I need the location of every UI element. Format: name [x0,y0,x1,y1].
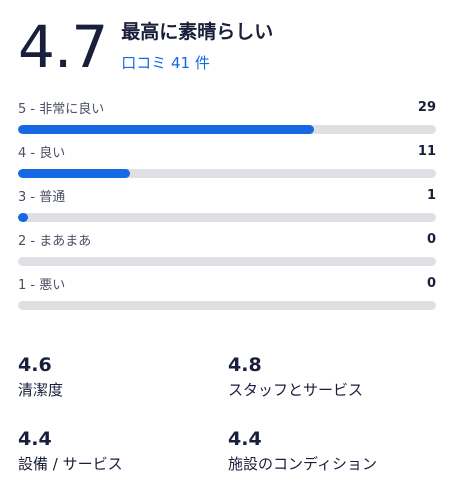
rating-row-label: 5 - 非常に良い [18,101,105,117]
rating-row-label: 3 - 普通 [18,189,66,205]
category-score-value: 4.4 [228,428,262,450]
rating-bar-track [18,257,436,266]
rating-row-2: 2 - まあまあ 0 [18,230,436,274]
rating-row-count: 0 [426,231,436,247]
rating-bar-fill [18,169,131,178]
rating-row-count: 1 [426,187,436,203]
category-score-label: 設備 / サービス [18,455,123,473]
category-score-value: 4.8 [228,354,262,376]
rating-row-label: 2 - まあまあ [18,233,92,249]
rating-bar-track [18,125,436,134]
category-score-amenities: 4.4 設備 / サービス [18,428,218,474]
category-score-cleanliness: 4.6 清潔度 [18,354,218,400]
rating-row-4: 4 - 良い 11 [18,142,436,186]
rating-row-3: 3 - 普通 1 [18,186,436,230]
overall-rating: 4.7 最高に素晴らしい 口コミ 41 件 [18,14,273,80]
rating-row-label: 1 - 悪い [18,277,66,293]
category-score-value: 4.6 [18,354,52,376]
category-score-label: スタッフとサービス [228,381,364,399]
reviews-count-link[interactable]: 口コミ 41 件 [121,54,210,72]
rating-row-1: 1 - 悪い 0 [18,274,436,318]
rating-bar-track [18,213,436,222]
rating-breakdown: 5 - 非常に良い 29 4 - 良い 11 3 - 普通 1 2 - まあまあ… [18,98,436,318]
overall-rating-text: 最高に素晴らしい 口コミ 41 件 [121,20,273,72]
rating-row-label: 4 - 良い [18,145,66,161]
rating-row-count: 11 [417,143,436,159]
overall-score: 4.7 [18,13,108,81]
rating-row-count: 29 [417,99,436,115]
category-score-property-condition: 4.4 施設のコンディション [228,428,428,474]
overall-rating-label: 最高に素晴らしい [121,21,274,43]
category-score-label: 清潔度 [18,381,64,399]
rating-bar-track [18,169,436,178]
rating-bar-fill [18,125,314,134]
category-score-staff-service: 4.8 スタッフとサービス [228,354,428,400]
rating-row-5: 5 - 非常に良い 29 [18,98,436,142]
category-score-value: 4.4 [18,428,52,450]
category-score-label: 施設のコンディション [228,455,377,473]
rating-bar-fill [18,213,29,222]
rating-bar-track [18,301,436,310]
rating-row-count: 0 [426,275,436,291]
